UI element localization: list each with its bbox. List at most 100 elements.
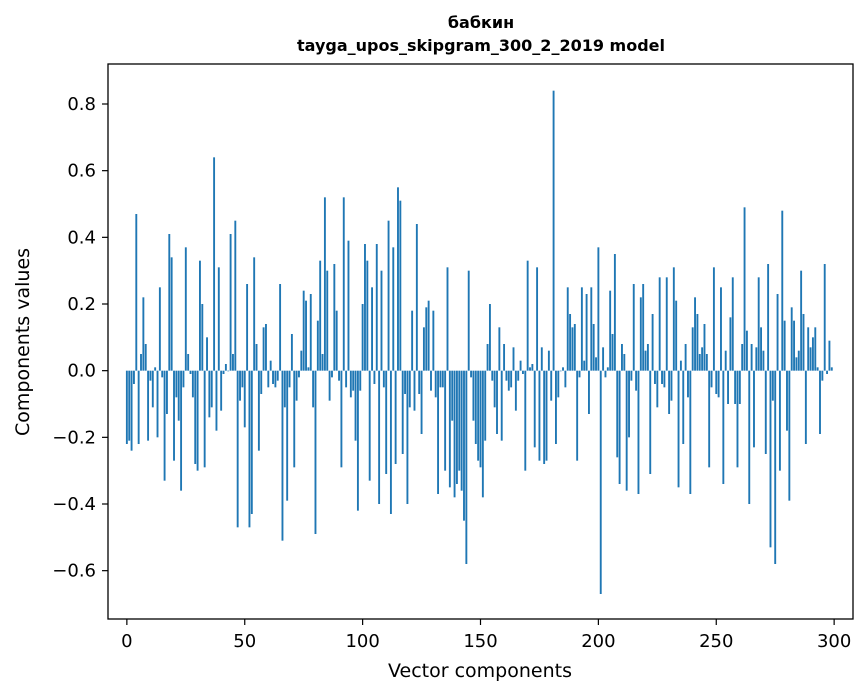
bar-74 — [300, 350, 303, 371]
bar-158 — [498, 327, 501, 371]
bar-277 — [778, 370, 781, 471]
bar-276 — [776, 294, 779, 371]
bar-18 — [168, 234, 171, 371]
bar-26 — [187, 354, 190, 371]
bar-88 — [333, 264, 336, 371]
bar-193 — [580, 287, 583, 371]
bar-40 — [220, 370, 223, 411]
bar-47 — [236, 370, 239, 528]
bar-249 — [712, 267, 715, 371]
bar-181 — [552, 90, 555, 371]
bar-96 — [352, 370, 355, 391]
bar-91 — [340, 370, 343, 468]
bar-126 — [422, 327, 425, 371]
bar-219 — [642, 284, 645, 371]
x-axis-label: Vector components — [388, 660, 572, 682]
chart-title: бабкин — [448, 13, 514, 32]
bar-65 — [279, 284, 282, 371]
bar-283 — [793, 320, 796, 371]
bar-190 — [573, 324, 576, 371]
bar-161 — [505, 370, 508, 381]
bar-56 — [257, 370, 260, 451]
bar-36 — [210, 370, 213, 408]
bar-294 — [819, 370, 821, 434]
bar-34 — [206, 337, 208, 371]
bar-229 — [665, 277, 668, 371]
bar-84 — [323, 197, 326, 371]
bar-268 — [757, 277, 760, 371]
bar-256 — [729, 317, 732, 371]
bar-146 — [470, 370, 473, 378]
bar-265 — [750, 344, 753, 371]
bar-99 — [359, 370, 362, 391]
bar-285 — [797, 350, 800, 371]
bar-5 — [137, 370, 140, 444]
bar-271 — [764, 370, 767, 454]
bar-86 — [328, 370, 331, 401]
bar-237 — [684, 344, 687, 371]
bar-254 — [724, 350, 727, 371]
bar-255 — [727, 370, 729, 404]
bar-13 — [156, 370, 159, 438]
bar-248 — [710, 370, 713, 388]
bar-165 — [514, 370, 517, 411]
bar-116 — [399, 200, 402, 371]
bar-0 — [125, 370, 128, 444]
bar-182 — [555, 370, 557, 444]
bar-275 — [774, 370, 777, 564]
bar-163 — [510, 370, 513, 388]
bar-172 — [531, 364, 534, 371]
y-tick-label-2: −0.2 — [52, 427, 96, 448]
bar-134 — [441, 370, 444, 388]
bar-191 — [576, 370, 579, 461]
bar-264 — [748, 370, 751, 504]
bar-150 — [479, 370, 482, 468]
bar-135 — [444, 370, 447, 471]
bar-6 — [140, 354, 142, 371]
bar-155 — [491, 370, 494, 381]
bar-298 — [828, 340, 831, 371]
bar-170 — [526, 260, 529, 371]
bar-204 — [606, 367, 609, 371]
bar-187 — [566, 287, 569, 371]
x-tick-label-0: 0 — [121, 631, 132, 652]
bar-295 — [821, 370, 824, 381]
bar-16 — [163, 370, 166, 481]
bar-28 — [191, 370, 194, 398]
bar-194 — [583, 360, 586, 371]
bar-68 — [286, 370, 289, 501]
bar-222 — [649, 370, 652, 474]
bar-233 — [675, 300, 678, 371]
bar-45 — [232, 354, 234, 371]
bar-141 — [458, 370, 461, 471]
bar-260 — [738, 370, 741, 404]
bar-35 — [208, 370, 211, 418]
bar-227 — [661, 370, 663, 384]
bar-59 — [265, 324, 267, 371]
y-axis-ticks: −0.6 −0.4 −0.2 0.0 0.2 0.4 0.6 0.8 — [52, 94, 108, 582]
bar-93 — [345, 370, 348, 388]
bar-289 — [807, 327, 810, 371]
bar-263 — [745, 330, 748, 371]
bar-118 — [404, 370, 406, 394]
bar-266 — [753, 370, 755, 448]
bar-20 — [173, 370, 175, 461]
bar-272 — [767, 264, 770, 371]
bar-174 — [536, 267, 539, 371]
bar-11 — [151, 370, 154, 408]
bar-296 — [823, 264, 826, 371]
bar-207 — [613, 254, 616, 371]
bar-94 — [347, 240, 350, 371]
bar-129 — [430, 370, 432, 391]
bar-44 — [229, 234, 232, 371]
bar-128 — [427, 300, 430, 371]
bar-4 — [135, 214, 138, 371]
bar-78 — [309, 294, 312, 371]
bar-133 — [439, 370, 442, 388]
bar-97 — [354, 370, 357, 441]
bar-153 — [486, 344, 489, 371]
bar-164 — [512, 347, 515, 371]
bar-247 — [708, 370, 711, 468]
bar-261 — [741, 344, 744, 371]
